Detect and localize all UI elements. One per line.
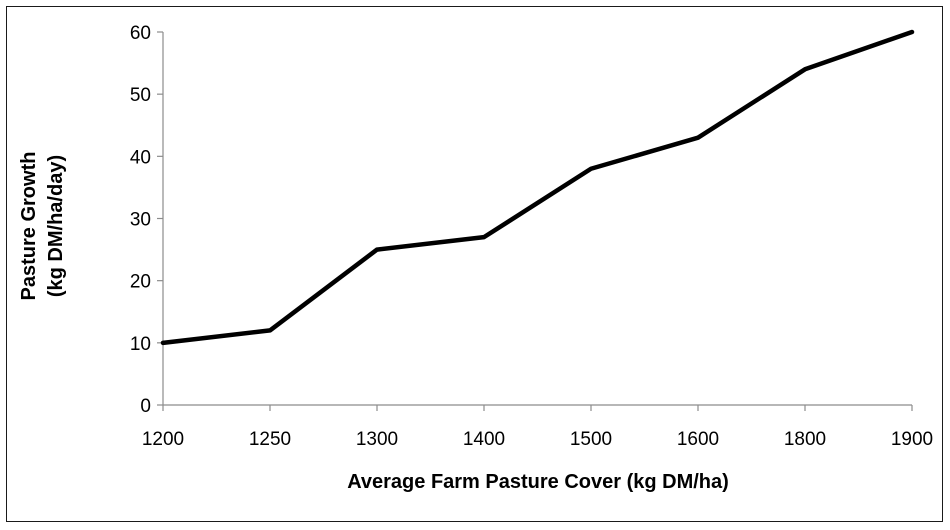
y-tick-label: 60 <box>130 23 151 44</box>
x-axis-title: Average Farm Pasture Cover (kg DM/ha) <box>347 471 729 493</box>
x-tick-label: 1500 <box>570 429 612 450</box>
y-tick-label: 40 <box>130 147 151 168</box>
x-tick-label: 1600 <box>677 429 719 450</box>
x-tick-label: 1800 <box>784 429 826 450</box>
y-tick-label: 50 <box>130 85 151 106</box>
x-axis: 1200 1250 1300 1400 1500 1600 1800 1900 <box>142 404 933 450</box>
y-tick-label: 20 <box>130 272 151 293</box>
y-tick-label: 30 <box>130 210 151 231</box>
y-axis-title-line1: Pasture Growth <box>18 152 40 301</box>
series-line <box>160 29 915 346</box>
x-tick-label: 1300 <box>356 429 398 450</box>
series-group <box>160 29 915 346</box>
x-tick-label: 1200 <box>142 429 184 450</box>
chart-frame <box>6 6 943 522</box>
y-tick-label: 10 <box>130 334 151 355</box>
x-tick-label: 1900 <box>891 429 933 450</box>
y-axis-title-line2: (kg DM/ha/day) <box>45 155 67 297</box>
y-axis: 0 10 20 30 40 50 60 <box>130 23 164 417</box>
x-tick-label: 1400 <box>463 429 505 450</box>
x-tick-label: 1250 <box>249 429 291 450</box>
y-tick-label: 0 <box>140 396 151 417</box>
